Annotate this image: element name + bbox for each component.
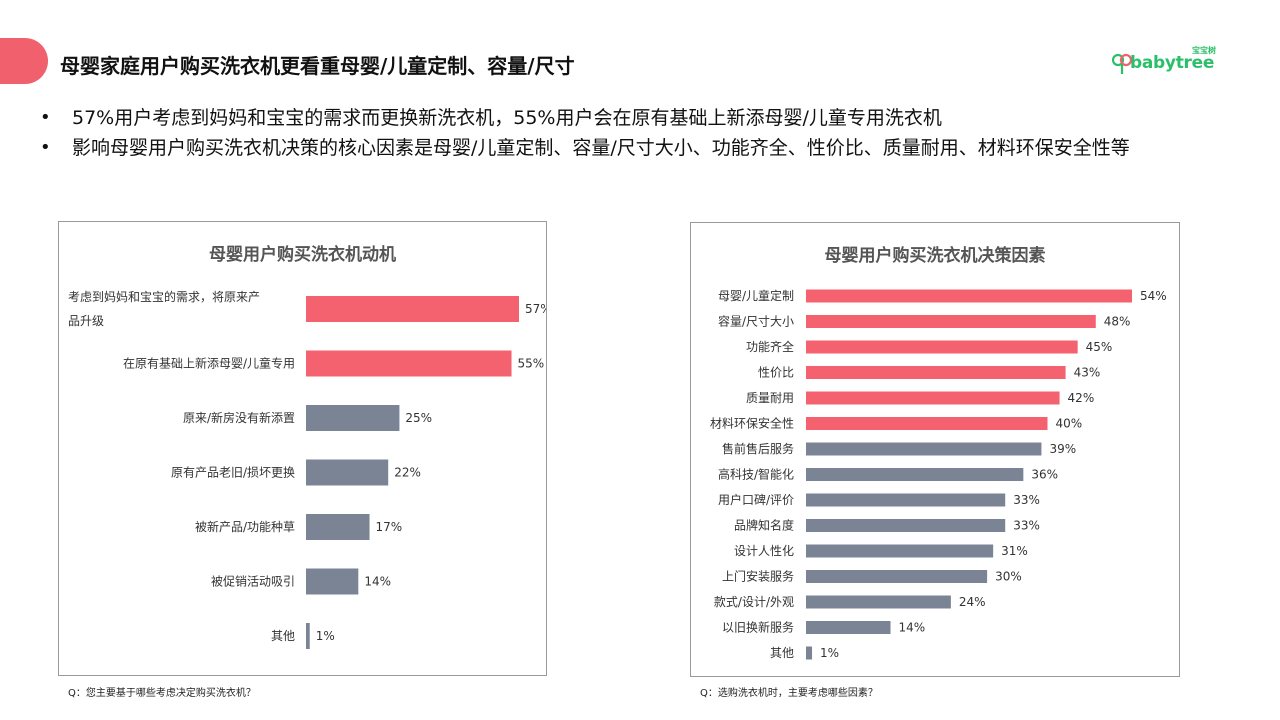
bullet-text: 57%用户考虑到妈妈和宝宝的需求而更换新洗衣机，55%用户会在原有基础上新添母婴… (72, 107, 942, 129)
bullet-text: 影响母婴用户购买洗衣机决策的核心因素是母婴/儿童定制、容量/尺寸大小、功能齐全、… (72, 137, 1130, 159)
bullet-item: • 57%用户考虑到妈妈和宝宝的需求而更换新洗衣机，55%用户会在原有基础上新添… (38, 104, 1248, 132)
category-label: 母婴/儿童定制 (718, 288, 794, 303)
value-label: 40% (1055, 417, 1082, 431)
value-label: 55% (518, 357, 545, 371)
category-label: 被新产品/功能种草 (195, 519, 295, 534)
decision-question-note: Q：选购洗衣机时，主要考虑哪些因素？ (700, 688, 878, 699)
babytree-logo: babytree 宝宝树 (1112, 46, 1222, 78)
value-label: 42% (1068, 391, 1095, 405)
bar (806, 442, 1042, 456)
decision-chart-title: 母婴用户购买洗衣机决策因素 (824, 246, 1046, 266)
category-label: 被促销活动吸引 (211, 575, 295, 589)
bullet-dot-icon: • (40, 137, 51, 158)
category-label: 原有产品老旧/损坏更换 (171, 466, 295, 480)
bar (306, 514, 370, 540)
value-label: 31% (1001, 544, 1028, 558)
bar (806, 417, 1048, 430)
bullet-item: • 影响母婴用户购买洗衣机决策的核心因素是母婴/儿童定制、容量/尺寸大小、功能齐… (38, 134, 1248, 162)
category-label: 在原有基础上新添母婴/儿童专用 (123, 356, 295, 371)
value-label: 17% (376, 520, 403, 534)
category-label: 其他 (271, 629, 295, 643)
value-label: 22% (394, 466, 421, 480)
logo-text: babytree (1130, 53, 1215, 73)
motivation-question-note: Q：您主要基于哪些考虑决定购买洗衣机？ (68, 688, 256, 699)
value-label: 14% (364, 575, 391, 589)
category-label: 售前售后服务 (722, 441, 794, 456)
value-label: 1% (820, 646, 839, 660)
bar (806, 595, 951, 609)
category-label: 设计人性化 (734, 544, 794, 558)
category-label: 品牌知名度 (734, 518, 794, 533)
bar (806, 468, 1024, 481)
summary-bullets: • 57%用户考虑到妈妈和宝宝的需求而更换新洗衣机，55%用户会在原有基础上新添… (38, 104, 1248, 164)
bar (806, 570, 988, 583)
bar (306, 568, 359, 595)
bar (806, 493, 1006, 507)
bar (806, 544, 994, 558)
bar (806, 519, 1006, 532)
bullet-dot-icon: • (40, 107, 51, 128)
value-label: 1% (316, 629, 335, 643)
motivation-chart-title: 母婴用户购买洗衣机动机 (209, 245, 396, 265)
bar (806, 391, 1060, 405)
category-label: 考虑到妈妈和宝宝的需求，将原来产品升级 (68, 289, 260, 328)
motivation-chart-panel: 母婴用户购买洗衣机动机 考虑到妈妈和宝宝的需求，将原来产品升级 57% 在原有基础上… (58, 221, 547, 676)
title-accent-tab (0, 38, 48, 84)
bar (306, 623, 310, 649)
bar (806, 646, 813, 660)
motivation-bar-chart: 考虑到妈妈和宝宝的需求，将原来产品升级 57% 在原有基础上新添母婴/儿童专用 55%… (68, 289, 546, 649)
value-label: 43% (1074, 366, 1101, 380)
value-label: 33% (1013, 493, 1040, 507)
value-label: 48% (1104, 315, 1131, 329)
bar (806, 366, 1066, 379)
bar (306, 350, 512, 377)
bar (306, 405, 400, 431)
category-label: 原来/新房没有新添置 (183, 410, 295, 425)
value-label: 25% (405, 411, 432, 425)
category-label: 用户口碑/评价 (718, 492, 794, 507)
value-label: 54% (1140, 289, 1167, 303)
logo-cn-text: 宝宝树 (1192, 46, 1216, 55)
category-label: 其他 (770, 646, 794, 660)
value-label: 33% (1013, 519, 1040, 533)
category-label: 性价比 (758, 366, 794, 380)
slide-title: 母婴家庭用户购买洗衣机更看重母婴/儿童定制、容量/尺寸 (60, 54, 575, 78)
value-label: 36% (1031, 468, 1058, 482)
value-label: 45% (1086, 340, 1113, 354)
decision-bar-chart: 母婴/儿童定制 54% 容量/尺寸大小 48% 功能齐全 45% 性价比 43% 质量耐用 42%… (710, 288, 1167, 660)
bar (806, 621, 891, 634)
bar (806, 315, 1096, 328)
category-label: 以旧换新服务 (722, 620, 794, 635)
bar (306, 296, 519, 322)
value-label: 24% (959, 595, 986, 609)
bar (306, 459, 389, 486)
decision-chart-panel: 母婴用户购买洗衣机决策因素 母婴/儿童定制 54% 容量/尺寸大小 48% 功能齐全 45… (690, 222, 1180, 677)
category-label: 上门安装服务 (722, 569, 794, 584)
bar (806, 340, 1078, 354)
category-label: 质量耐用 (746, 391, 794, 405)
category-label: 款式/设计/外观 (714, 595, 794, 609)
category-label: 材料环保安全性 (710, 416, 794, 431)
value-label: 39% (1049, 442, 1076, 456)
category-label: 高科技/智能化 (718, 467, 794, 482)
bar (806, 289, 1132, 303)
value-label: 14% (899, 621, 926, 635)
category-label: 容量/尺寸大小 (718, 314, 794, 329)
category-label: 功能齐全 (746, 339, 794, 354)
value-label: 30% (995, 570, 1022, 584)
logo-mark-icon (1112, 53, 1132, 74)
value-label: 57% (525, 302, 546, 316)
